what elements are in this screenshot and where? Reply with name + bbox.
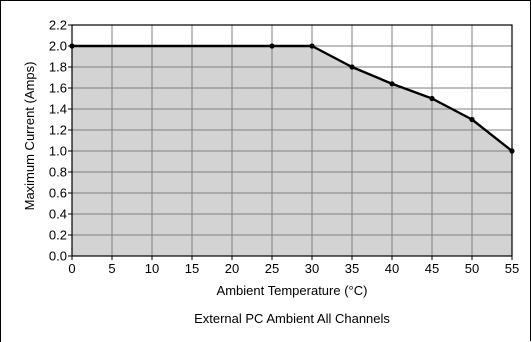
x-tick-label: 45: [425, 261, 439, 276]
y-tick-label: 1.8: [49, 60, 67, 75]
x-tick-label: 10: [145, 261, 159, 276]
y-tick-label: 2.2: [49, 18, 67, 33]
y-tick-label: 1.0: [49, 144, 67, 159]
axes-group: [68, 24, 513, 260]
chart-caption: External PC Ambient All Channels: [194, 311, 390, 326]
data-point: [389, 81, 395, 87]
x-tick-label: 15: [185, 261, 199, 276]
series-group: [69, 43, 515, 154]
y-tick-label: 2.0: [49, 39, 67, 54]
x-tick-label: 50: [465, 261, 479, 276]
data-point: [349, 64, 355, 70]
y-tick-label: 1.2: [49, 123, 67, 138]
y-tick-label: 1.6: [49, 81, 67, 96]
x-tick-label: 5: [108, 261, 115, 276]
x-tick-label: 30: [305, 261, 319, 276]
plot-area-group: [72, 25, 512, 256]
data-point: [269, 43, 275, 49]
data-point: [509, 148, 515, 154]
y-tick-label: 0.8: [49, 165, 67, 180]
data-point: [469, 116, 475, 123]
x-tick-label: 40: [385, 261, 399, 276]
data-point: [309, 43, 315, 49]
x-tick-label: 35: [345, 261, 359, 276]
series-line: [72, 44, 513, 152]
y-axis-title: Maximum Current (Amps): [22, 62, 37, 211]
data-point: [429, 95, 435, 102]
y-tick-label: 0.6: [49, 186, 67, 201]
x-axis-title: Ambient Temperature (°C): [217, 283, 368, 298]
x-tick-label: 0: [68, 261, 75, 276]
y-tick-labels: 0.0 0.2 0.4 0.6 0.8 1.0 1.2 1.4 1.6 1.8 2.0 2.2: [49, 18, 67, 264]
x-tick-label: 25: [265, 261, 279, 276]
x-tick-label: 55: [505, 261, 519, 276]
y-tick-label: 0.2: [49, 228, 67, 243]
y-tick-label: 0.0: [49, 249, 67, 264]
y-tick-label: 0.4: [49, 207, 67, 222]
y-tick-label: 1.4: [49, 102, 67, 117]
plot-border: [71, 24, 513, 257]
data-point: [69, 43, 75, 49]
x-tick-label: 20: [225, 261, 239, 276]
x-tick-labels: 0 5 10 15 20 25 30 35 40 45 50 55: [68, 261, 519, 276]
